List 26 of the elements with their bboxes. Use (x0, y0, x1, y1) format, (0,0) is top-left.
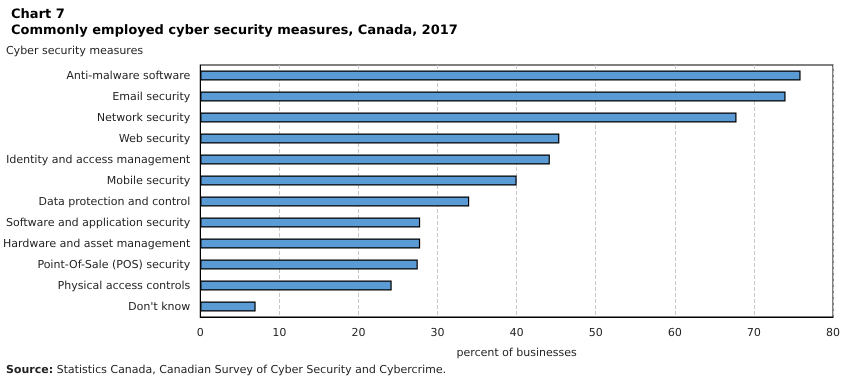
x-tick-label: 40 (510, 326, 524, 339)
x-tick-label: 10 (272, 326, 286, 339)
y-tick-label: Data protection and control (38, 195, 190, 208)
y-tick-label: Mobile security (106, 174, 191, 187)
y-tick-label: Software and application security (6, 216, 191, 229)
y-axis-title: Cyber security measures (6, 44, 144, 57)
y-tick-label: Email security (112, 90, 191, 103)
y-tick-label: Hardware and asset management (3, 237, 191, 250)
x-axis-title: percent of businesses (456, 346, 577, 359)
text: Chart 7 (11, 7, 65, 22)
y-tick-label: Point-Of-Sale (POS) security (37, 258, 191, 271)
y-tick-label: Physical access controls (58, 279, 191, 292)
y-tick-label: Don't know (128, 300, 190, 313)
x-tick-label: 70 (746, 326, 761, 339)
y-tick-label: Anti-malware software (66, 69, 190, 82)
x-tick-label: 50 (588, 326, 603, 339)
x-tick-label: 80 (826, 326, 840, 339)
y-tick-label: Identity and access management (6, 153, 191, 166)
x-tick-label: 20 (351, 326, 366, 339)
y-tick-label: Network security (96, 111, 191, 124)
y-tick-label: Web security (118, 132, 191, 145)
x-tick-label: 60 (668, 326, 682, 339)
x-tick-label: 30 (430, 326, 445, 339)
source-note: Source: Statistics Canada, Canadian Survey of Cyber Security and Cybercrime. (6, 363, 446, 376)
x-tick-label: 0 (196, 326, 204, 339)
chart-subtitle: Commonly employed cyber security measures, Canada, 2017 (11, 23, 458, 38)
